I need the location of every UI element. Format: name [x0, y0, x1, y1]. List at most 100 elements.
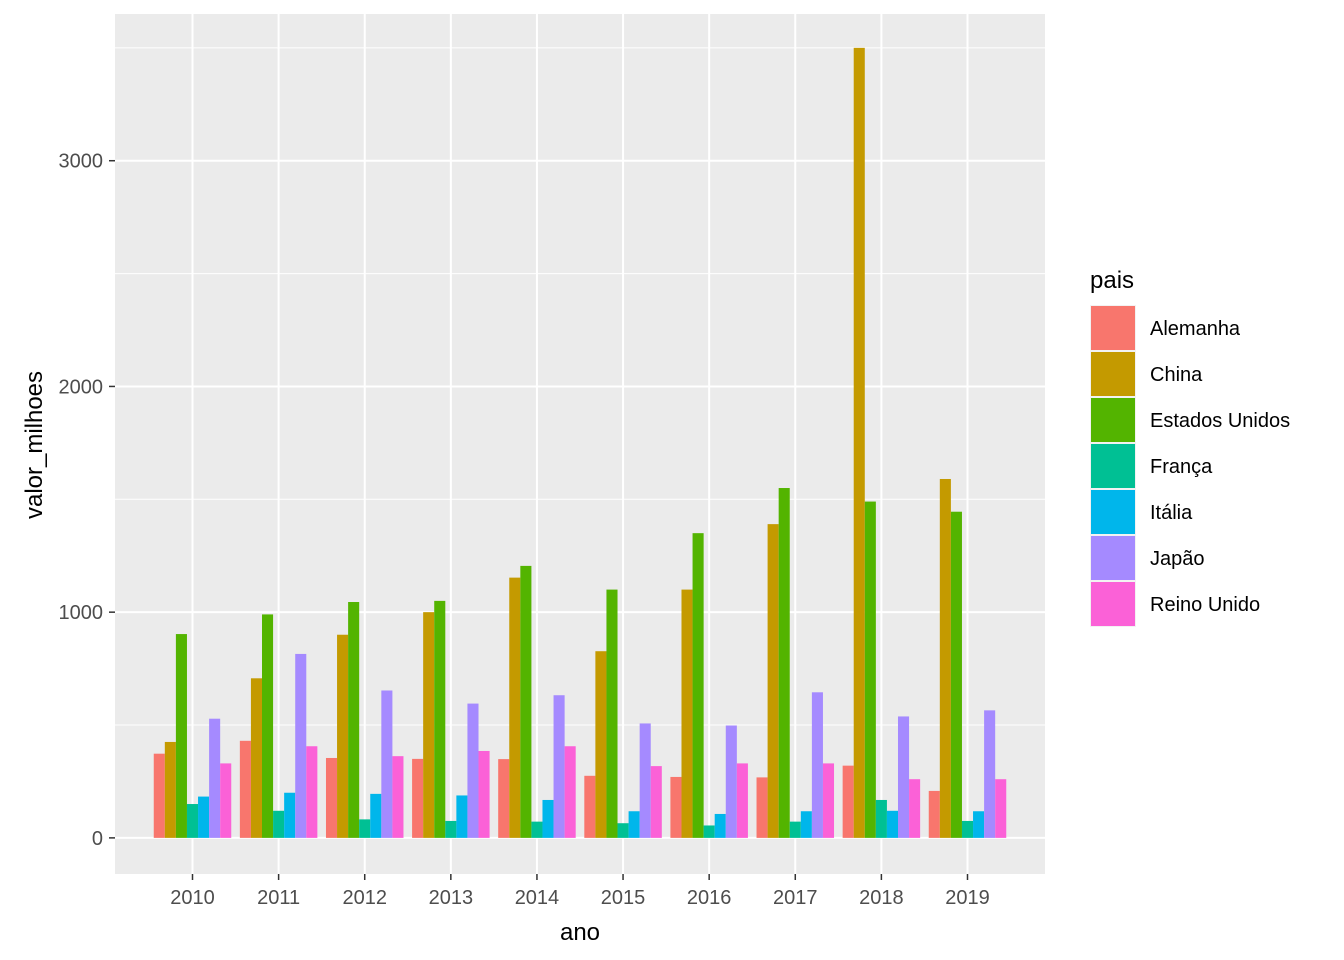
bar [509, 577, 521, 838]
bar [423, 612, 435, 838]
legend-label: Alemanha [1150, 318, 1241, 340]
bar [595, 651, 607, 838]
bar [250, 678, 263, 838]
x-tick-label: 2018 [859, 887, 904, 909]
y-tick-label: 2000 [59, 376, 104, 398]
x-tick-label: 2013 [429, 887, 474, 909]
bar [478, 750, 490, 838]
bar [392, 756, 404, 838]
x-tick-label: 2019 [945, 887, 990, 909]
x-tick-label: 2011 [257, 887, 300, 909]
grid-major [115, 14, 1045, 874]
bar [725, 725, 737, 838]
bar [736, 763, 748, 838]
bar [628, 811, 640, 838]
bar [306, 746, 318, 838]
bar [800, 811, 812, 838]
legend-swatch [1091, 582, 1135, 626]
legend: pais Alemanha China Estados Unidos França It… [1090, 267, 1290, 627]
bar [984, 710, 996, 838]
bar [359, 819, 371, 838]
bar [681, 589, 693, 838]
bar [325, 757, 338, 838]
legend-swatch [1091, 490, 1135, 534]
bar [950, 511, 962, 838]
bar [284, 792, 296, 838]
bar [767, 524, 779, 838]
bar [789, 821, 801, 838]
bar [995, 779, 1007, 838]
bar [897, 716, 910, 838]
bar [498, 759, 510, 838]
bar [164, 741, 176, 838]
legend-label: China [1150, 364, 1203, 386]
y-tick-label: 3000 [59, 151, 104, 173]
bar [370, 793, 382, 838]
bar [939, 478, 951, 838]
legend-label: França [1150, 456, 1213, 478]
bar [153, 753, 165, 838]
bar [434, 600, 446, 838]
bar [822, 763, 835, 838]
bar [864, 501, 876, 838]
bar [886, 810, 898, 838]
bar [853, 47, 865, 838]
x-tick-label: 2017 [773, 887, 818, 909]
y-tick-label: 1000 [59, 602, 104, 624]
legend-label: Estados Unidos [1150, 410, 1290, 432]
bar [273, 810, 285, 838]
y-tick-label: 0 [92, 828, 103, 850]
bar [553, 695, 565, 838]
x-tick-label: 2015 [601, 887, 646, 909]
bar [337, 634, 349, 838]
legend-label: Reino Unido [1150, 594, 1260, 616]
bar [175, 634, 187, 838]
legend-label: Itália [1150, 502, 1193, 524]
x-axis-title: ano [560, 919, 600, 946]
bar [412, 758, 424, 838]
bar [756, 777, 768, 838]
bar [542, 799, 554, 838]
bar [220, 763, 232, 838]
bar [692, 533, 704, 838]
bar [973, 811, 985, 838]
legend-label: Japão [1150, 548, 1205, 570]
bar [262, 614, 274, 838]
bar [381, 690, 393, 838]
bars [153, 47, 1007, 838]
bar [875, 799, 887, 838]
legend-swatch [1091, 398, 1135, 442]
bar [348, 602, 360, 838]
bar [909, 779, 921, 838]
bar [467, 703, 479, 838]
x-tick-label: 2012 [342, 887, 387, 909]
bar [842, 765, 854, 838]
bar [239, 740, 251, 838]
bar [531, 821, 543, 838]
legend-swatch [1091, 306, 1135, 350]
bar [186, 804, 199, 838]
y-axis-title: valor_milhoes [21, 371, 48, 519]
legend-swatch [1091, 536, 1135, 580]
bar [445, 820, 457, 838]
bar [670, 776, 682, 838]
bar [295, 653, 307, 838]
y-axis: 0 1000 2000 3000 [59, 151, 115, 850]
bar [811, 692, 823, 838]
bar [606, 589, 618, 838]
bar [564, 746, 576, 838]
bar [617, 823, 629, 838]
bar [584, 775, 596, 838]
bar [928, 790, 940, 838]
bar [650, 766, 662, 838]
bar [520, 565, 532, 838]
bar [778, 488, 790, 838]
x-tick-label: 2010 [170, 887, 215, 909]
bar [456, 795, 468, 838]
bar [198, 796, 210, 838]
x-axis: 2010 2011 2012 2013 2014 2015 2016 2017 2018 2019 [170, 874, 990, 909]
legend-title: pais [1090, 267, 1134, 294]
legend-swatch [1091, 444, 1135, 488]
bar [209, 718, 221, 838]
